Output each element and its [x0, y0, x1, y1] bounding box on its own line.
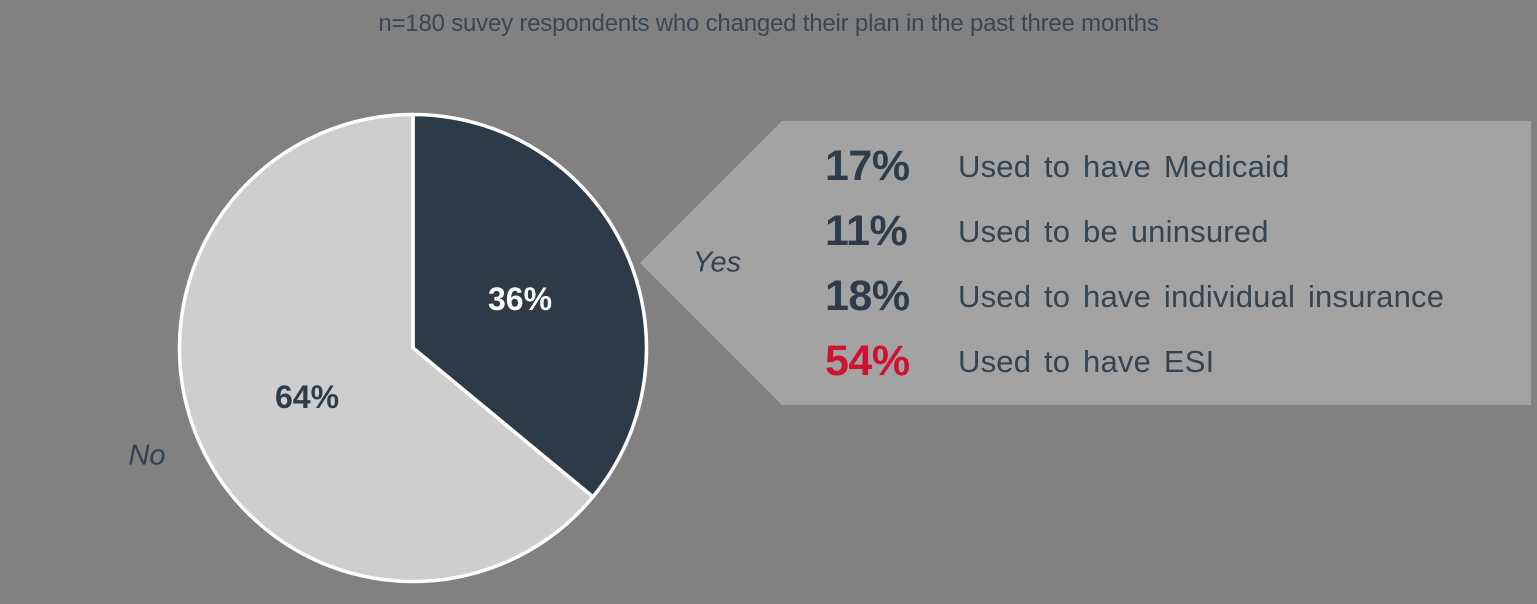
pie-slice-name-yes: Yes [692, 246, 742, 279]
breakdown-row: 18% Used to have individual insurance [825, 264, 1485, 329]
chart-title: n=180 suvey respondents who changed thei… [378, 10, 1159, 37]
callout-chevron-shape [640, 121, 1531, 405]
pie-slice-name-no: No [128, 439, 166, 472]
pie-slice-yes [411, 112, 649, 499]
breakdown-label: Used to have ESI [958, 344, 1215, 379]
breakdown-label: Used to have Medicaid [958, 149, 1290, 184]
breakdown-row: 54% Used to have ESI [825, 329, 1485, 394]
breakdown-pct: 17% [825, 142, 910, 190]
pie-slices [177, 112, 649, 584]
pie-slice-value-label-no: 64% [274, 379, 340, 415]
breakdown-row: 11% Used to be uninsured [825, 199, 1485, 264]
breakdown-row: 17% Used to have Medicaid [825, 134, 1485, 199]
breakdown-label: Used to be uninsured [958, 214, 1269, 249]
pie-slice-value-label-yes: 36% [487, 281, 553, 317]
callout-breakdown-list: 17% Used to have Medicaid 11% Used to be… [825, 134, 1485, 394]
breakdown-pct: 11% [825, 207, 908, 255]
breakdown-label: Used to have individual insurance [958, 279, 1445, 314]
breakdown-pct: 18% [825, 272, 910, 320]
pie-slice-no [177, 112, 595, 584]
breakdown-pct: 54% [825, 337, 910, 385]
